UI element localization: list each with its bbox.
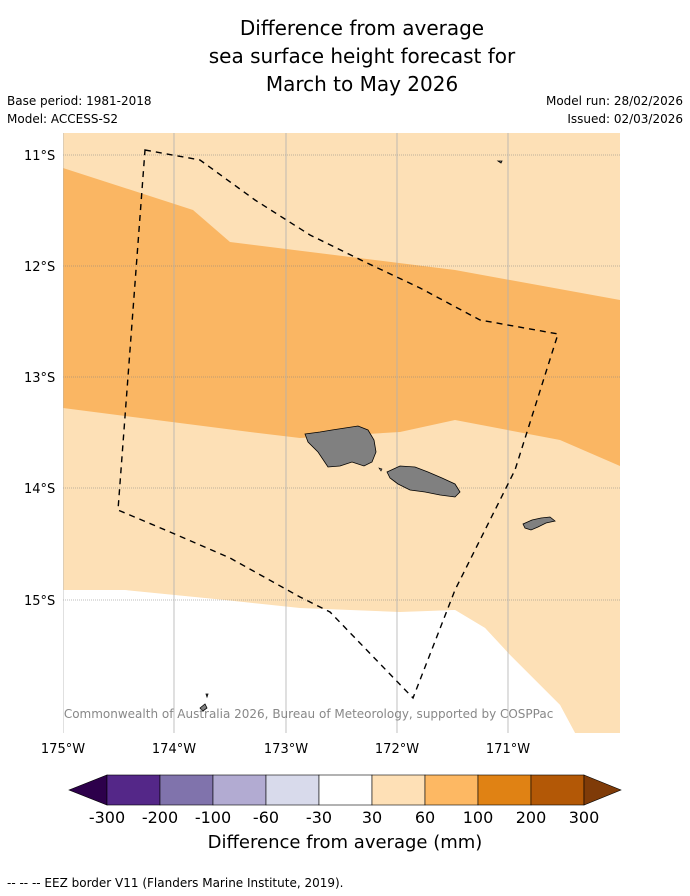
lon-label-172w: 172°W	[375, 742, 419, 757]
cb-tick-5: -30	[306, 808, 332, 827]
band-60-100	[63, 168, 620, 466]
latitude-labels: 11°S 12°S 13°S 14°S 15°S	[24, 149, 55, 609]
band-30-60-top	[63, 133, 620, 182]
colorbar-bin-8	[477, 774, 532, 806]
colorbar-bin-2	[159, 774, 214, 806]
model-name: Model: ACCESS-S2	[7, 112, 119, 126]
colorbar-bin-4	[265, 774, 320, 806]
colorbar-bin-6	[371, 774, 426, 806]
model-run: Model run: 28/02/2026	[545, 94, 683, 108]
cb-tick-1: -300	[89, 808, 125, 827]
tutuila-island	[522, 516, 556, 531]
cb-tick-7: 60	[415, 808, 435, 827]
eez-legend: -- -- -- EEZ border V11 (Flanders Marine…	[7, 876, 344, 890]
colorbar-bin-9	[530, 774, 585, 806]
savaii-island	[304, 425, 377, 468]
small-islet-south	[199, 703, 208, 712]
base-period: Base period: 1981-2018	[7, 94, 152, 108]
lon-label-174w: 174°W	[152, 742, 196, 757]
cb-tick-8: 100	[463, 808, 494, 827]
band-neutral-south	[63, 590, 575, 733]
cb-tick-9: 200	[516, 808, 547, 827]
colorbar-bin-3	[212, 774, 267, 806]
small-islet-apolima	[378, 467, 383, 472]
eez-border	[117, 149, 559, 700]
title-line-1: Difference from average	[239, 16, 485, 40]
small-islet-north	[496, 160, 503, 164]
small-islet-south-2	[205, 693, 209, 699]
colorbar: -300 -200 -100 -60 -30 30 60 100 200 300	[68, 774, 622, 827]
lat-label-13s: 13°S	[24, 371, 55, 386]
cb-tick-4: -60	[253, 808, 279, 827]
cb-tick-2: -200	[142, 808, 178, 827]
colorbar-extend-high	[583, 774, 622, 806]
longitude-labels: 175°W 174°W 173°W 172°W 171°W	[41, 742, 530, 757]
map-title: Difference from average sea surface heig…	[0, 14, 690, 98]
lon-gridlines	[63, 133, 509, 733]
lat-label-15s: 15°S	[24, 594, 55, 609]
lat-gridlines	[63, 154, 620, 601]
lat-label-14s: 14°S	[24, 482, 55, 497]
lon-label-171w: 171°W	[486, 742, 530, 757]
issued-date: Issued: 02/03/2026	[567, 112, 683, 126]
cb-tick-3: -100	[195, 808, 231, 827]
colorbar-bin-7	[424, 774, 479, 806]
title-line-2: sea surface height forecast for	[208, 44, 516, 68]
lon-label-175w: 175°W	[41, 742, 85, 757]
lat-label-11s: 11°S	[24, 149, 55, 164]
cb-tick-6: 30	[362, 808, 382, 827]
colorbar-bin-1	[106, 774, 161, 806]
title-line-3: March to May 2026	[265, 72, 459, 96]
colorbar-extend-low	[68, 774, 108, 806]
map-credit: © Commonwealth of Australia 2026, Bureau…	[48, 707, 553, 721]
map-area: © Commonwealth of Australia 2026, Bureau…	[48, 133, 620, 733]
colorbar-label: Difference from average (mm)	[207, 832, 483, 853]
upolu-island	[386, 465, 461, 498]
lon-label-173w: 173°W	[264, 742, 308, 757]
lat-label-12s: 12°S	[24, 260, 55, 275]
colorbar-bin-5	[318, 774, 373, 806]
cb-tick-10: 300	[569, 808, 600, 827]
